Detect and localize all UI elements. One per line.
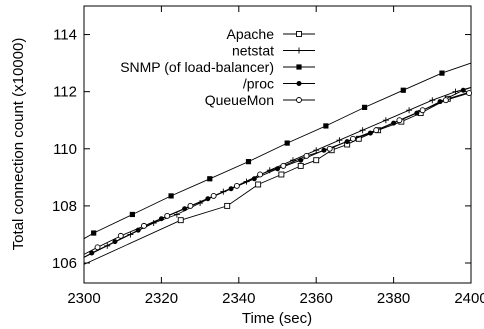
legend-marker <box>296 47 302 54</box>
axes: 2300 2320 2340 2360 2380 2400 106 108 110 112 114 <box>52 6 484 307</box>
x-tick-label: 2320 <box>145 290 178 307</box>
data-point <box>245 159 252 165</box>
data-point <box>255 181 262 188</box>
data-point <box>326 145 333 152</box>
data-point <box>406 107 413 114</box>
data-point <box>141 222 147 229</box>
data-point <box>94 244 101 251</box>
legend-label: QueueMon <box>205 92 274 108</box>
data-point <box>164 212 171 219</box>
data-point <box>373 127 380 134</box>
series-5 <box>83 90 473 255</box>
series-4 <box>83 86 472 258</box>
legend-item: SNMP (of load-balancer) <box>120 59 315 75</box>
data-point <box>280 162 287 169</box>
data-point <box>359 127 366 134</box>
series-line <box>83 62 472 240</box>
data-point <box>460 87 466 93</box>
data-point <box>419 107 426 114</box>
legend-marker <box>296 31 302 37</box>
data-point <box>297 162 304 169</box>
legend-marker <box>296 81 302 86</box>
data-point <box>91 230 97 236</box>
data-point <box>129 211 135 218</box>
data-point <box>168 193 174 199</box>
data-point <box>466 90 473 97</box>
data-point <box>323 123 329 129</box>
legend-item: /proc <box>243 76 315 92</box>
series-2 <box>83 86 472 258</box>
data-point <box>429 97 436 104</box>
data-point <box>396 117 403 124</box>
legend-marker <box>296 97 302 103</box>
data-point <box>442 97 449 104</box>
y-tick-label: 110 <box>53 141 77 158</box>
legend-item: QueueMon <box>205 92 315 108</box>
data-point <box>361 104 368 110</box>
series-line <box>83 86 472 258</box>
y-axis-label: Total connection count (x10000) <box>10 38 27 251</box>
data-point <box>439 70 445 76</box>
data-point <box>278 171 285 178</box>
data-point <box>207 176 213 182</box>
x-tick-label: 2360 <box>300 290 333 307</box>
series-line <box>83 86 472 258</box>
data-point <box>336 137 343 144</box>
data-point <box>117 232 124 239</box>
y-tick-label: 108 <box>52 198 77 215</box>
series-1 <box>83 91 472 265</box>
data-point <box>382 117 389 124</box>
x-tick-label: 2300 <box>67 290 100 307</box>
series-3 <box>83 62 472 240</box>
legend-label: /proc <box>243 76 274 92</box>
legend-item: Apache <box>227 26 315 42</box>
legend-marker <box>296 64 302 70</box>
legend-item: netstat <box>232 43 315 59</box>
data-point <box>89 250 95 256</box>
legend-label: Apache <box>227 26 275 42</box>
plot-frame <box>83 5 472 284</box>
y-tick-label: 112 <box>53 84 77 101</box>
series-line <box>83 91 472 265</box>
x-tick-label: 2340 <box>222 290 255 307</box>
data-point <box>187 202 194 209</box>
data-point <box>257 171 264 178</box>
y-tick-label: 106 <box>52 255 77 272</box>
data-point <box>350 135 356 142</box>
x-tick-label: 2400 <box>454 290 484 307</box>
x-tick-label: 2380 <box>377 290 410 307</box>
data-point <box>224 202 231 209</box>
x-axis-label: Time (sec) <box>242 310 312 327</box>
data-point <box>233 182 240 189</box>
data-point <box>400 87 406 93</box>
plot-area <box>83 62 473 265</box>
data-point <box>313 147 320 154</box>
data-point <box>313 157 320 164</box>
legend-label: SNMP (of load-balancer) <box>120 59 274 75</box>
data-point <box>112 239 118 245</box>
data-point <box>177 217 184 224</box>
data-point <box>303 152 310 159</box>
legend-label: netstat <box>232 43 274 59</box>
data-point <box>210 192 217 199</box>
data-point <box>284 140 290 146</box>
y-tick-label: 114 <box>53 27 77 44</box>
